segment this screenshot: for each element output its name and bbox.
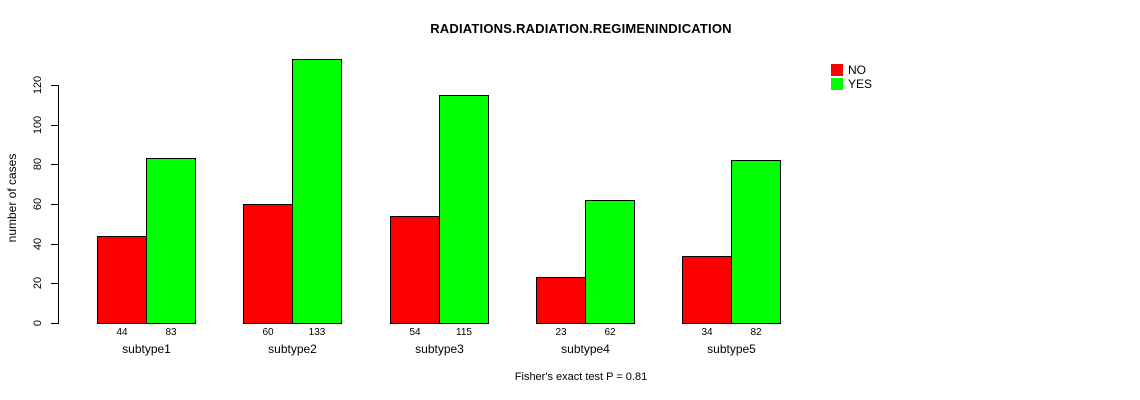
y-axis-tick-label: 20: [32, 276, 44, 290]
y-axis-tick-label: 0: [32, 319, 44, 327]
bar-subtype4-no: [536, 277, 586, 324]
y-axis-tick-label: 60: [32, 197, 44, 211]
bar-subtype3-no: [390, 216, 440, 324]
legend-item-yes: YES: [831, 77, 872, 90]
x-axis-category-label: subtype4: [561, 342, 610, 356]
bar-value-label: 60: [262, 327, 274, 338]
bar-subtype3-yes: [439, 95, 489, 324]
bar-value-label: 34: [701, 327, 713, 338]
bar-value-label: 23: [555, 327, 567, 338]
y-axis-tick-label: 100: [32, 115, 44, 135]
bar-subtype4-yes: [585, 200, 635, 324]
chart-title: RADIATIONS.RADIATION.REGIMENINDICATION: [430, 21, 732, 36]
x-axis-category-label: subtype2: [268, 342, 317, 356]
y-axis-tick: [51, 125, 58, 126]
x-axis-category-label: subtype5: [707, 342, 756, 356]
bar-subtype1-yes: [146, 158, 196, 324]
bar-value-label: 115: [456, 327, 472, 338]
x-axis-category-label: subtype3: [415, 342, 464, 356]
bar-subtype2-yes: [292, 59, 342, 324]
bar-value-label: 133: [308, 327, 326, 338]
y-axis-tick: [51, 85, 58, 86]
x-axis-category-label: subtype1: [122, 342, 171, 356]
legend-item-no: NO: [831, 63, 872, 76]
y-axis-tick: [51, 323, 58, 324]
annotation-fisher-test: Fisher's exact test P = 0.81: [514, 371, 648, 383]
legend: NO YES: [831, 63, 872, 91]
y-axis-tick-label: 40: [32, 237, 44, 251]
bar-subtype5-no: [682, 256, 732, 324]
legend-swatch-no: [831, 63, 843, 76]
bar-value-label: 62: [604, 327, 616, 338]
y-axis-tick-label: 80: [32, 157, 44, 171]
y-axis-tick: [51, 204, 58, 205]
bar-value-label: 44: [116, 327, 128, 338]
bar-value-label: 83: [165, 327, 177, 338]
legend-label: NO: [848, 62, 866, 77]
bar-subtype5-yes: [731, 160, 781, 324]
y-axis-tick: [51, 164, 58, 165]
y-axis-line: [58, 85, 59, 324]
bar-value-label: 82: [750, 327, 762, 338]
y-axis-tick: [51, 244, 58, 245]
bar-subtype2-no: [243, 204, 293, 324]
legend-label: YES: [848, 76, 873, 91]
y-axis-tick: [51, 283, 58, 284]
bar-value-label: 54: [409, 327, 421, 338]
y-axis-tick-label: 120: [32, 75, 44, 95]
bar-subtype1-no: [97, 236, 147, 324]
legend-swatch-yes: [831, 77, 843, 90]
